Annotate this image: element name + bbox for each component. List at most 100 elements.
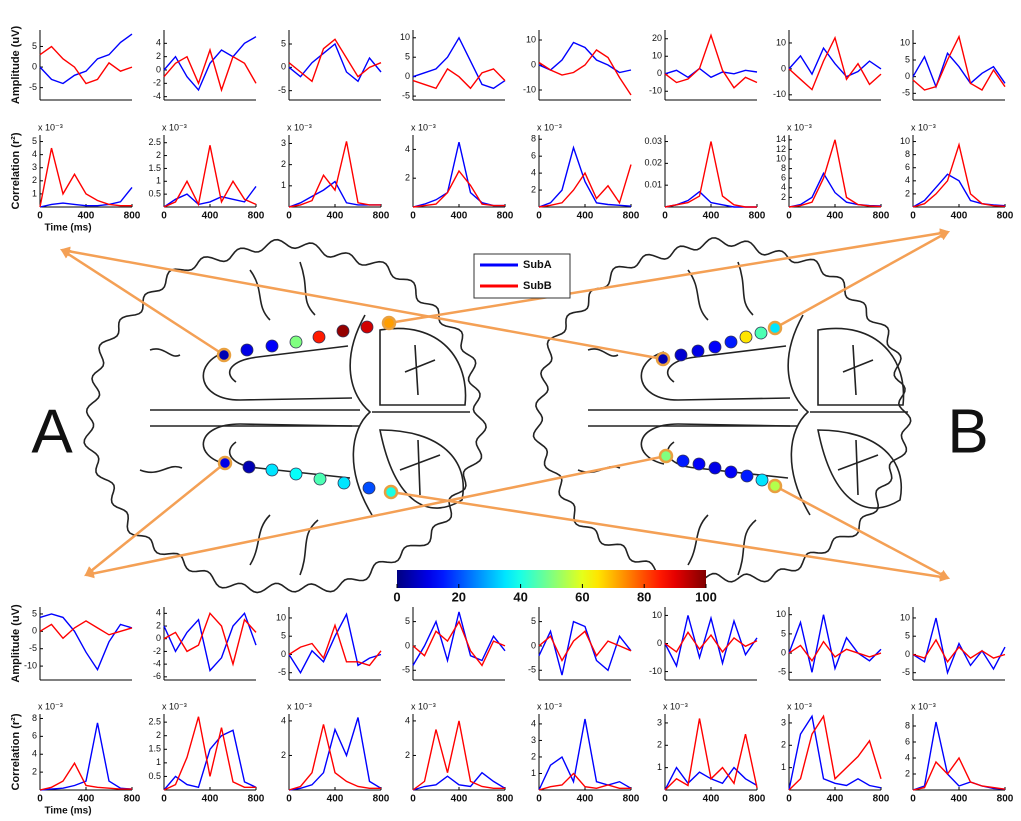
y-tick-label: 10 bbox=[526, 34, 536, 44]
data-line bbox=[912, 638, 1006, 664]
y-tick-label: 2 bbox=[531, 751, 536, 761]
colorbar-tick-label: 80 bbox=[637, 589, 651, 604]
colorbar-tick-label: 40 bbox=[513, 589, 527, 604]
data-line bbox=[163, 185, 257, 208]
y-tick-label: 1 bbox=[156, 176, 161, 186]
data-line bbox=[163, 36, 257, 92]
electrode bbox=[754, 326, 768, 340]
electrode bbox=[289, 335, 303, 349]
data-line bbox=[412, 36, 506, 90]
y-tick-label: 2 bbox=[781, 740, 786, 750]
electrode bbox=[658, 448, 674, 464]
data-line bbox=[538, 49, 632, 96]
y-tick-label: 3 bbox=[657, 717, 662, 727]
x-tick-label: 800 bbox=[124, 794, 141, 805]
x-tick-label: 0 bbox=[536, 794, 542, 805]
x-tick-label: 0 bbox=[662, 794, 668, 805]
y-tick-label: 10 bbox=[276, 612, 286, 622]
electrode bbox=[265, 339, 279, 353]
x-tick-label: 0 bbox=[786, 211, 792, 222]
y-tick-label: 8 bbox=[905, 720, 910, 730]
data-line bbox=[288, 717, 382, 791]
x-tick-label: 0 bbox=[910, 794, 916, 805]
y-tick-label: 8 bbox=[781, 163, 786, 173]
x-tick-label: 800 bbox=[873, 211, 890, 222]
y-tick-label: 4 bbox=[905, 752, 910, 762]
x-tick-label: 800 bbox=[749, 794, 766, 805]
axis-multiplier: x 10⁻³ bbox=[537, 701, 562, 711]
y-tick-label: 2 bbox=[156, 51, 161, 61]
y-axis-label: Correlation (r²) bbox=[10, 713, 22, 790]
data-line bbox=[163, 716, 256, 791]
y-tick-label: 0 bbox=[781, 647, 786, 657]
y-tick-label: 10 bbox=[900, 136, 910, 146]
y-tick-label: 4 bbox=[531, 718, 536, 728]
y-tick-label: 6 bbox=[32, 731, 37, 741]
axis-multiplier: x 10⁻³ bbox=[411, 122, 436, 132]
y-tick-label: 14 bbox=[776, 134, 786, 144]
y-tick-label: 8 bbox=[531, 134, 536, 144]
y-axis-label: Amplitude (uV) bbox=[10, 26, 22, 105]
y-tick-label: -5 bbox=[278, 667, 286, 677]
electrode bbox=[674, 348, 688, 362]
y-tick-label: 4 bbox=[156, 38, 161, 48]
brain-feature bbox=[399, 344, 441, 496]
electrode bbox=[381, 315, 397, 331]
electrode bbox=[265, 463, 279, 477]
data-line bbox=[912, 721, 1006, 791]
axis-multiplier: x 10⁻³ bbox=[787, 122, 812, 132]
brain-feature bbox=[640, 423, 791, 465]
data-line bbox=[912, 34, 1006, 91]
electrode bbox=[708, 461, 722, 475]
y-tick-label: 10 bbox=[776, 609, 786, 619]
y-tick-label: 10 bbox=[776, 37, 786, 47]
x-tick-label: 400 bbox=[951, 794, 968, 805]
y-tick-label: 1.5 bbox=[148, 163, 161, 173]
data-line bbox=[288, 38, 382, 83]
arrow bbox=[774, 484, 950, 580]
x-tick-label: 0 bbox=[37, 211, 43, 222]
data-line bbox=[788, 714, 882, 791]
y-tick-label: 5 bbox=[281, 631, 286, 641]
x-tick-label: 0 bbox=[786, 794, 792, 805]
data-line bbox=[163, 611, 257, 667]
data-line bbox=[412, 169, 505, 208]
x-tick-label: 0 bbox=[161, 211, 167, 222]
arrow bbox=[60, 248, 225, 357]
brain-label: B bbox=[947, 397, 988, 466]
data-line bbox=[664, 630, 758, 654]
y-tick-label: 0.5 bbox=[148, 189, 161, 199]
electrode bbox=[767, 320, 783, 336]
y-tick-label: 1 bbox=[32, 188, 37, 198]
y-tick-label: 2.5 bbox=[148, 717, 161, 727]
axis-multiplier: x 10⁻³ bbox=[411, 701, 436, 711]
y-tick-label: 6 bbox=[905, 162, 910, 172]
data-line bbox=[412, 720, 505, 791]
y-tick-label: -10 bbox=[649, 666, 662, 676]
y-tick-label: 10 bbox=[776, 153, 786, 163]
brain-feature bbox=[139, 348, 183, 474]
data-line bbox=[664, 615, 758, 669]
data-line bbox=[538, 772, 631, 791]
data-line bbox=[412, 142, 505, 208]
y-tick-label: -5 bbox=[902, 667, 910, 677]
brain-feature bbox=[837, 344, 879, 496]
electrode bbox=[708, 340, 722, 354]
x-tick-label: 400 bbox=[202, 794, 219, 805]
y-tick-label: 3 bbox=[531, 735, 536, 745]
x-tick-label: 800 bbox=[373, 794, 390, 805]
y-tick-label: 4 bbox=[405, 144, 410, 154]
y-tick-label: 20 bbox=[652, 33, 662, 43]
y-tick-label: 5 bbox=[781, 628, 786, 638]
y-tick-label: 2 bbox=[531, 184, 536, 194]
electrode bbox=[755, 473, 769, 487]
y-tick-label: 1 bbox=[531, 768, 536, 778]
data-line bbox=[163, 729, 257, 791]
x-tick-label: 800 bbox=[997, 211, 1014, 222]
x-tick-label: 800 bbox=[373, 211, 390, 222]
x-axis-label: Time (ms) bbox=[44, 806, 91, 817]
data-line bbox=[788, 640, 882, 663]
brain-label: A bbox=[31, 397, 73, 466]
electrode bbox=[337, 476, 351, 490]
